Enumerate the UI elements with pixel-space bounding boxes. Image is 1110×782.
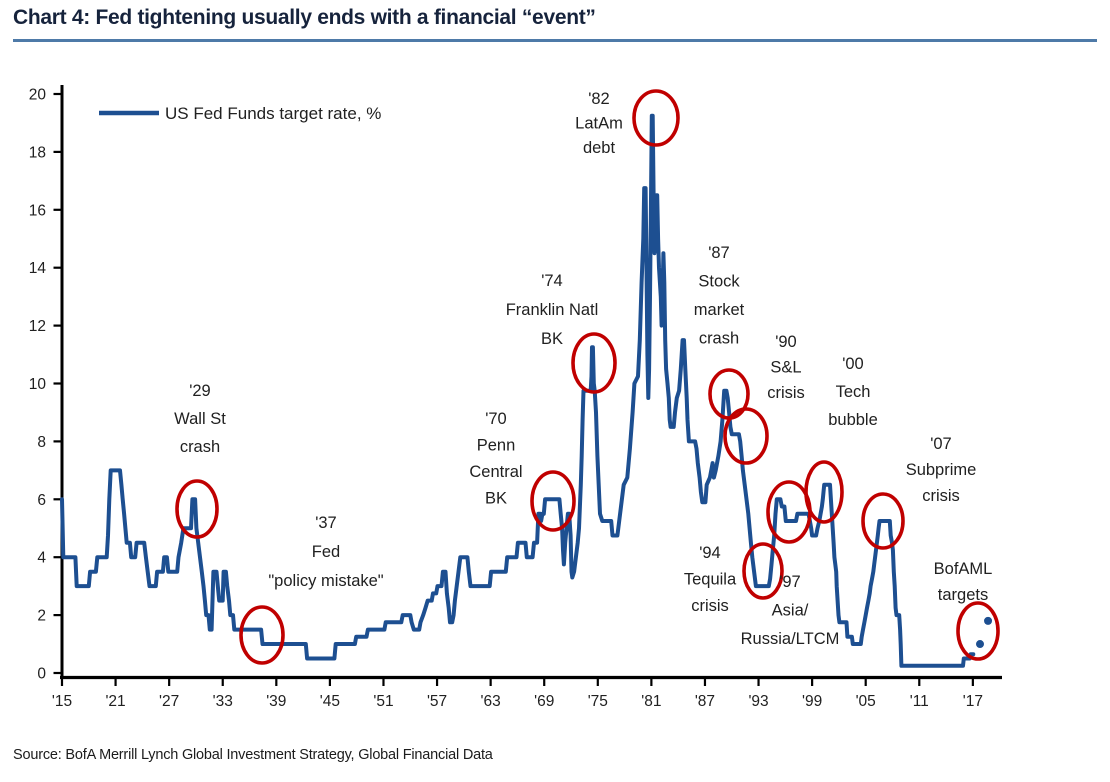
- x-tick-label: '51: [373, 693, 393, 710]
- annotation-line: BK: [541, 330, 563, 348]
- annotation-line: Franklin Natl: [506, 301, 599, 319]
- event-annotation: '90 S&L crisis: [767, 333, 805, 402]
- annotation-line: Wall St: [174, 410, 226, 428]
- x-tick-label: '27: [159, 693, 179, 710]
- x-tick-label: '81: [641, 693, 661, 710]
- event-annotation: '74 Franklin Natl BK: [506, 272, 599, 348]
- event-annotation: BofAML targets: [934, 560, 993, 604]
- annotation-line: '70: [485, 410, 507, 428]
- annotation-line: S&L: [770, 359, 801, 377]
- x-tick-label: '63: [481, 693, 501, 710]
- annotation-line: '94: [699, 544, 721, 562]
- x-tick-label: '45: [320, 693, 340, 710]
- event-annotation: '07 Subprime crisis: [906, 435, 977, 505]
- annotation-line: '74: [541, 272, 563, 290]
- annotation-line: '82: [588, 90, 610, 108]
- annotation-line: LatAm: [575, 115, 623, 133]
- annotation-line: Fed: [312, 543, 340, 561]
- x-tick-label: '39: [266, 693, 286, 710]
- annotation-line: targets: [938, 586, 988, 604]
- event-circle: [175, 479, 219, 539]
- event-circle: [571, 332, 617, 394]
- event-annotation: '82 LatAm debt: [575, 90, 623, 157]
- annotation-line: debt: [583, 139, 616, 157]
- x-tick-label: '69: [534, 693, 554, 710]
- x-tick-label: '75: [588, 693, 608, 710]
- x-tick-label: '11: [910, 693, 929, 710]
- x-tick-label: '93: [748, 693, 768, 710]
- x-tick-label: '17: [963, 693, 983, 710]
- x-tick-label: '33: [213, 693, 233, 710]
- x-tick-label: '21: [105, 693, 125, 710]
- annotation-line: BK: [485, 490, 507, 508]
- event-annotation: '70 Penn Central BK: [469, 410, 522, 508]
- event-circle: [723, 407, 769, 465]
- y-tick-label: 12: [29, 318, 46, 335]
- event-circle: [804, 460, 844, 524]
- y-tick-label: 20: [29, 87, 47, 104]
- x-tick-label: '99: [802, 693, 822, 710]
- annotation-line: crash: [180, 438, 220, 456]
- y-tick-label: 18: [29, 144, 46, 161]
- y-tick-label: 4: [37, 550, 46, 567]
- event-annotation: '37 Fed "policy mistake": [268, 514, 383, 590]
- x-tick-label: '87: [695, 693, 715, 710]
- annotation-line: market: [694, 301, 745, 319]
- y-tick-label: 8: [37, 434, 46, 451]
- x-tick-label: '15: [52, 693, 72, 710]
- annotation-line: Asia/: [772, 602, 809, 620]
- annotation-line: crisis: [922, 487, 960, 505]
- event-circle: [239, 605, 285, 665]
- fed-funds-rate-line: [60, 113, 976, 668]
- annotation-line: crisis: [691, 597, 729, 615]
- event-circle: [956, 601, 1000, 661]
- y-tick-label: 16: [29, 202, 46, 219]
- y-tick-label: 14: [29, 260, 47, 277]
- event-circle: [742, 542, 784, 600]
- annotation-line: Russia/LTCM: [741, 630, 840, 648]
- annotation-line: '00: [842, 355, 864, 373]
- annotation-line: Tequila: [684, 571, 737, 589]
- annotation-line: Central: [469, 463, 522, 481]
- annotation-line: Tech: [836, 383, 871, 401]
- target-dot: [984, 616, 993, 625]
- y-tick-label: 2: [37, 608, 46, 625]
- event-annotation: '94 Tequila crisis: [684, 544, 737, 615]
- chart-title: Chart 4: Fed tightening usually ends wit…: [13, 6, 596, 29]
- legend-label: US Fed Funds target rate, %: [165, 104, 381, 123]
- event-circle: [632, 89, 680, 147]
- annotation-line: '29: [189, 382, 211, 400]
- annotation-line: crisis: [767, 384, 805, 402]
- event-circle: [861, 492, 905, 550]
- event-circle: [530, 470, 576, 532]
- annotation-line: BofAML: [934, 560, 993, 578]
- y-tick-label: 6: [37, 492, 46, 509]
- annotation-line: '07: [930, 435, 952, 453]
- annotation-line: '90: [775, 333, 797, 351]
- source-text: Source: BofA Merrill Lynch Global Invest…: [13, 747, 493, 763]
- annotation-line: '97: [779, 573, 801, 591]
- event-annotation: '29 Wall St crash: [174, 382, 226, 456]
- annotation-line: '37: [315, 514, 337, 532]
- y-tick-label: 0: [37, 666, 46, 683]
- target-dot: [976, 640, 985, 649]
- event-annotation: '87 Stock market crash: [694, 244, 745, 348]
- x-tick-label: '05: [856, 693, 876, 710]
- event-annotation: '00 Tech bubble: [828, 355, 878, 429]
- annotation-line: bubble: [828, 411, 878, 429]
- annotation-line: crash: [699, 330, 739, 348]
- event-annotation: '97 Asia/Russia/LTCM: [741, 573, 840, 648]
- annotation-line: Stock: [698, 273, 740, 291]
- x-tick-label: '57: [427, 693, 447, 710]
- annotation-line: Subprime: [906, 461, 977, 479]
- annotation-line: Penn: [477, 437, 516, 455]
- annotation-line: '87: [708, 244, 730, 262]
- title-underline: [13, 39, 1097, 42]
- annotation-line: "policy mistake": [268, 572, 383, 590]
- y-tick-label: 10: [29, 376, 47, 393]
